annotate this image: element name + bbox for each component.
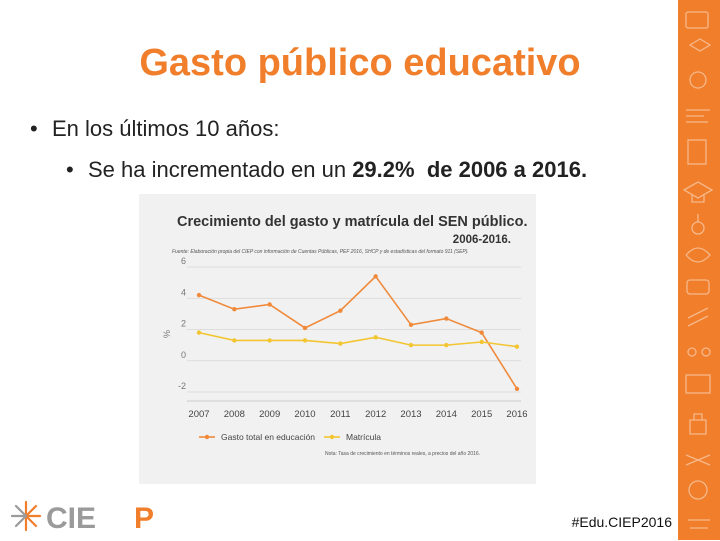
data-point <box>302 338 308 343</box>
data-point <box>196 330 202 335</box>
data-point <box>514 344 520 349</box>
data-point <box>514 386 520 392</box>
legend-label: Matrícula <box>346 432 381 442</box>
decorative-sidebar <box>678 0 720 540</box>
y-axis-label: % <box>162 330 172 338</box>
x-tick-label: 2012 <box>365 409 386 420</box>
slide-title: Gasto público educativo <box>139 42 581 84</box>
data-point <box>232 338 237 343</box>
x-tick-label: 2015 <box>471 409 492 420</box>
bullet-dot: • <box>30 116 38 141</box>
x-tick-label: 2013 <box>400 409 421 420</box>
x-tick-label: 2007 <box>188 409 209 420</box>
bullet-dot: • <box>66 157 74 182</box>
data-point <box>338 308 343 313</box>
chart-source: Fuente: Elaboración propia del CIEP con … <box>172 249 469 255</box>
bullet-level2: • Se ha incrementado en un 29.2% de 2006 … <box>66 157 587 183</box>
x-tick-label: 2011 <box>330 409 350 420</box>
data-point <box>444 316 449 321</box>
y-tick-label: 6 <box>181 256 186 266</box>
ciep-logo-icon: CIE P <box>10 500 154 535</box>
data-point <box>444 342 449 348</box>
data-point <box>267 338 272 343</box>
logo-text-p: P <box>134 502 154 535</box>
y-tick-label: 0 <box>181 350 186 360</box>
line-chart: 6 4 2 0 -2% 2007 2008 2009 2010 2011 2012 2013 2014 2… <box>162 256 528 442</box>
chart-note: Nota: Tasa de crecimiento en términos re… <box>325 451 480 457</box>
data-point <box>302 325 308 331</box>
chart-title: Crecimiento del gasto y matrícula del SE… <box>177 214 528 230</box>
bullet-level1: • En los últimos 10 años: <box>30 116 279 142</box>
legend-label: Gasto total en educación <box>221 432 315 442</box>
education-doodles-icon <box>682 11 714 529</box>
chart-subtitle: 2006-2016. <box>452 234 511 246</box>
data-point <box>479 339 484 345</box>
legend-swatch-dot <box>329 434 335 440</box>
bullet2-suffix: de 2006 a 2016. <box>426 157 588 182</box>
legend-swatch-dot <box>204 434 210 440</box>
x-tick-label: 2016 <box>506 409 527 420</box>
data-point <box>408 322 414 328</box>
x-tick-label: 2014 <box>436 409 457 420</box>
bullet2-spacer <box>415 157 427 182</box>
ciep-logo: CIE P <box>6 496 176 536</box>
y-tick-label: -2 <box>178 381 186 391</box>
data-point <box>196 292 202 298</box>
logo-text: CIE <box>46 502 96 535</box>
data-point <box>373 335 378 340</box>
data-point <box>338 341 343 346</box>
y-tick-label: 4 <box>181 287 186 297</box>
x-tick-label: 2008 <box>224 409 245 420</box>
data-point <box>408 342 414 348</box>
data-point <box>232 306 237 312</box>
bullet2-percent: 29.2% <box>352 157 415 182</box>
bullet1-text: En los últimos 10 años: <box>52 116 280 141</box>
data-point <box>373 274 378 279</box>
data-point <box>479 330 484 335</box>
data-point <box>267 302 272 307</box>
y-tick-label: 2 <box>181 319 186 329</box>
hashtag: #Edu.CIEP2016 <box>571 514 672 530</box>
bullet2-prefix: Se ha incrementado en un <box>88 157 353 182</box>
x-tick-label: 2009 <box>259 409 280 420</box>
series-line-0 <box>198 275 518 390</box>
series-line-1 <box>198 331 518 348</box>
chart-panel: 6 4 2 0 -2% 2007 2008 2009 2010 2011 2012 2013 2014 2… <box>139 194 536 484</box>
x-tick-label: 2010 <box>294 409 315 420</box>
